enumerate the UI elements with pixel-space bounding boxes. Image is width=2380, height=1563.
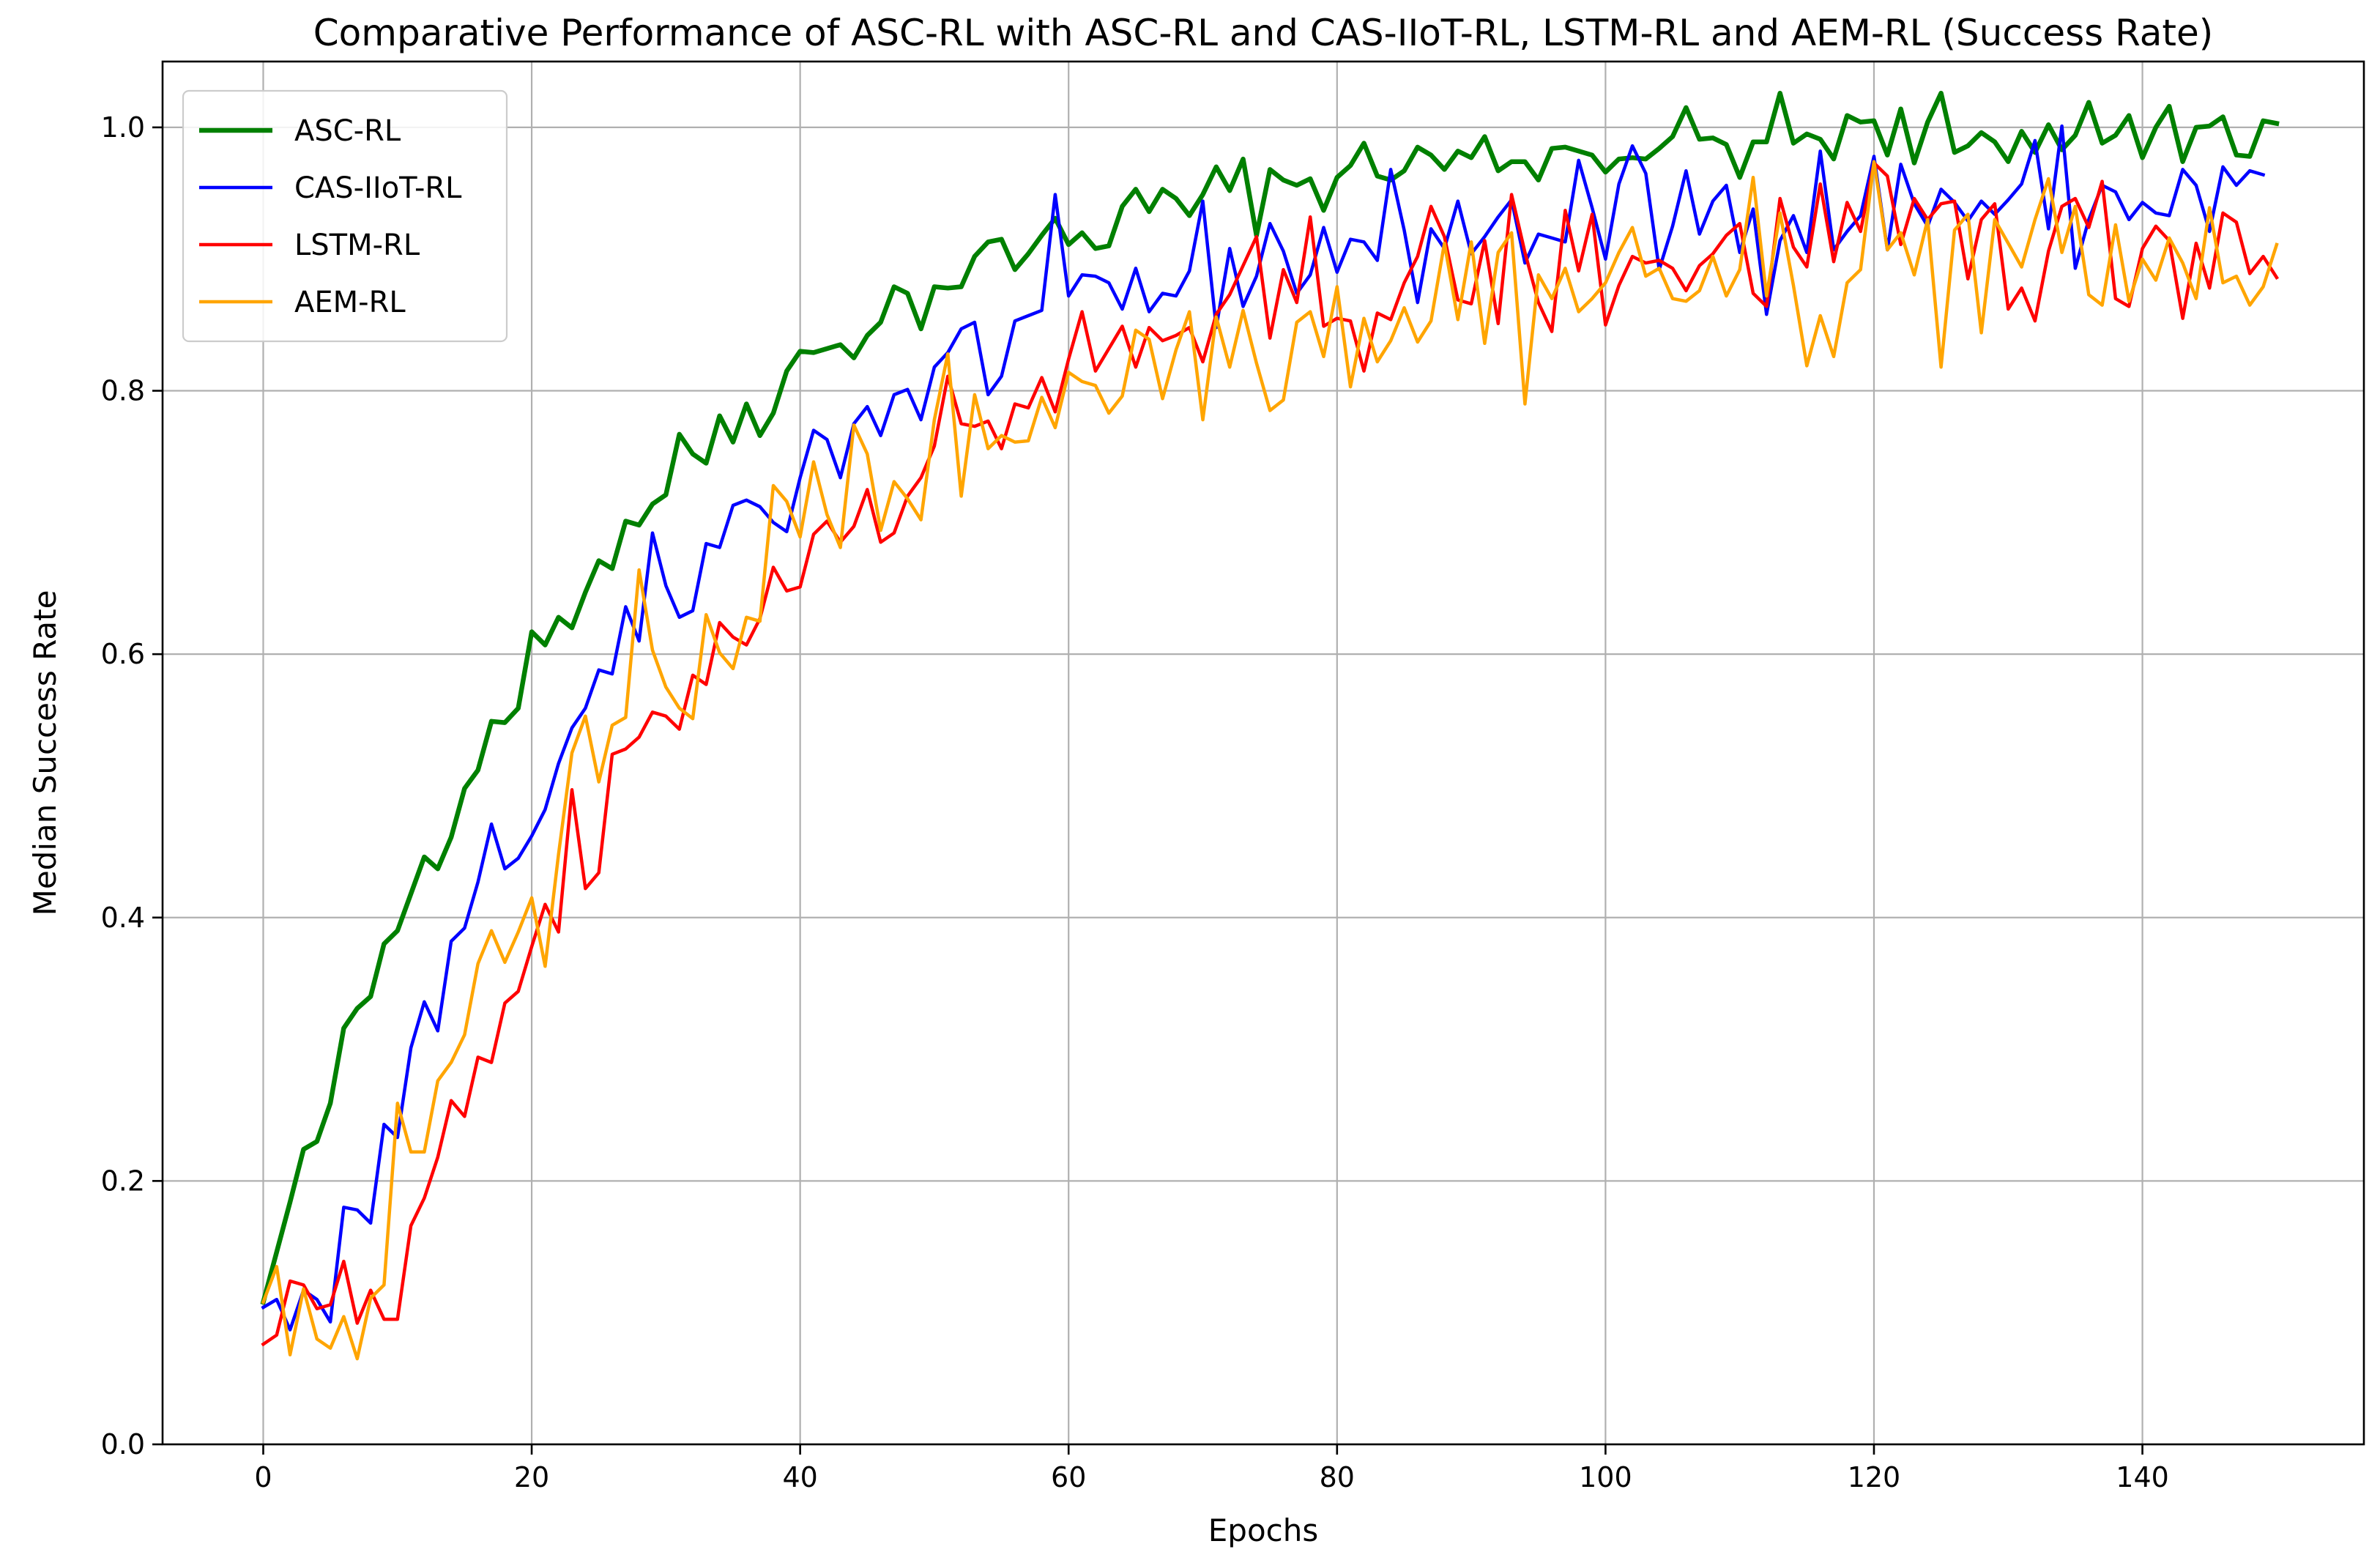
x-tick-label: 120 [1848,1461,1901,1493]
series-line-lstm-rl [261,161,2280,1347]
y-tick-label: 0.2 [101,1165,145,1197]
series-line-aem-rl [261,160,2279,1361]
y-tick-label: 0.4 [101,902,145,934]
legend-box [182,89,508,343]
y-tick-label: 1.0 [101,111,145,144]
x-tick-label: 60 [1051,1461,1086,1493]
x-axis-label: Epochs [1208,1512,1319,1548]
y-axis-label: Median Success Rate [27,590,63,916]
x-tick-label: 100 [1579,1461,1632,1493]
legend: ASC-RL CAS-IIoT-RL LSTM-RL AEM-RL [182,89,508,343]
chart-title: Comparative Performance of ASC-RL with A… [313,12,2213,54]
legend-label: ASC-RL [294,114,401,148]
x-tick-label: 80 [1320,1461,1355,1493]
series-lines [260,90,2280,1361]
legend-label: AEM-RL [294,286,406,319]
legend-label: CAS-IIoT-RL [294,171,462,205]
x-tick-label: 20 [514,1461,549,1493]
x-tick-label: 140 [2116,1461,2169,1493]
axis-ticks: 0 20 40 60 80 100 120 140 0.0 0.2 0.4 0.6 0.8 1.0 [101,111,2169,1493]
x-tick-label: 40 [782,1461,817,1493]
plot-frame [161,60,2365,1446]
y-tick-label: 0.6 [101,638,145,670]
series-line-cas-iiot-rl [261,124,2266,1332]
series-line-asc-rl [260,90,2280,1305]
y-tick-label: 0.8 [101,375,145,407]
x-tick-label: 0 [254,1461,272,1493]
y-tick-label: 0.0 [101,1428,145,1460]
legend-label: LSTM-RL [294,229,420,262]
